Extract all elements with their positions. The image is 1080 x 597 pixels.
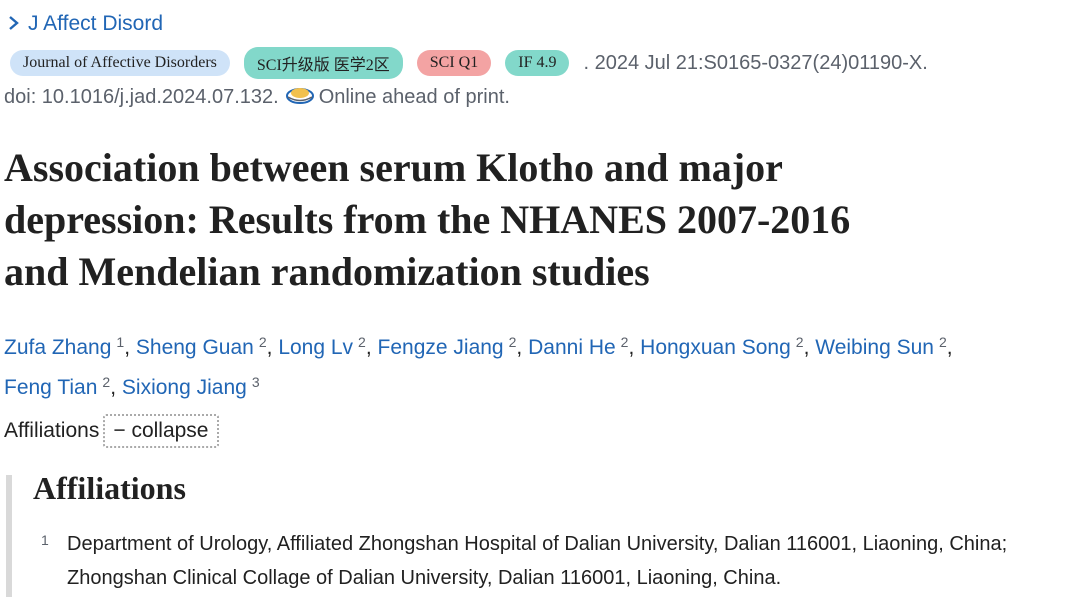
affiliations-label: Affiliations [4, 419, 100, 442]
author-affiliation[interactable]: 2 [102, 374, 111, 390]
chevron-icon [9, 16, 19, 30]
badge: SCI升级版 医学2区 [243, 47, 403, 79]
affiliations-border [6, 475, 12, 597]
author-name[interactable]: Hongxuan Song [640, 336, 791, 359]
author-name[interactable]: Sheng Guan [135, 336, 254, 359]
author-affiliation[interactable]: 2 [508, 334, 517, 350]
author-name[interactable]: Weibing Sun [815, 336, 934, 359]
publication-status: Online ahead of print. [318, 86, 510, 108]
journal-link[interactable]: J Affect Disord [28, 12, 164, 35]
journal-row: J Affect Disord [8, 12, 163, 36]
doi-row: doi: 10.1016/j.jad.2024.07.132. Online ah… [4, 85, 510, 109]
title-line: depression: Results from the NHANES 2007… [4, 197, 851, 242]
citation: . 2024 Jul 21:S0165-0327(24)01190-X. [583, 51, 928, 74]
author-affiliation[interactable]: 2 [795, 334, 804, 350]
author-separator: , [110, 376, 117, 399]
author-affiliation[interactable]: 2 [358, 334, 366, 350]
author: Hongxuan Song 2, [640, 334, 810, 359]
author-name[interactable]: Long Lv [278, 336, 354, 359]
title-line: Association between serum Klotho and maj… [4, 145, 783, 190]
author-separator: , [516, 336, 523, 359]
author: Zufa Zhang 1, [4, 334, 131, 359]
author-separator: , [628, 336, 635, 359]
affiliations-heading: Affiliations [33, 470, 186, 506]
author: Sheng Guan 2, [135, 334, 273, 359]
author-affiliation[interactable]: 1 [116, 334, 125, 350]
article-title: Association between serum Klotho and maj… [4, 142, 850, 298]
badge: SCI Q1 [416, 50, 492, 76]
author-affiliation[interactable]: 3 [251, 374, 260, 390]
author-separator: , [365, 336, 372, 359]
title-line: and Mendelian randomization studies [4, 249, 650, 294]
author: Sixiong Jiang 3 [121, 374, 260, 399]
affiliation-text: Department of Urology, Affiliated Zhongs… [67, 533, 1008, 589]
badge-row: Journal of Affective Disorders SCI升级版 医学2… [10, 47, 928, 79]
author: Weibing Sun 2, [815, 334, 953, 359]
author-affiliation[interactable]: 2 [938, 334, 947, 350]
author: Long Lv 2, [278, 334, 372, 359]
author-affiliation[interactable]: 2 [258, 334, 267, 350]
author-list: Zufa Zhang 1, Sheng Guan 2, Long Lv 2, Feng… [4, 325, 1004, 405]
author-separator: , [266, 336, 273, 359]
author-name[interactable]: Sixiong Jiang [121, 376, 247, 399]
author-affiliation[interactable]: 2 [620, 334, 629, 350]
status-icon [285, 88, 314, 104]
affiliation-number: 1 [41, 532, 49, 548]
collapse-button[interactable]: − collapse [103, 414, 219, 448]
badge: IF 4.9 [505, 50, 570, 76]
badge: Journal of Affective Disorders [10, 50, 230, 76]
author-separator: , [124, 336, 131, 359]
author-separator: , [946, 336, 953, 359]
author: Danni He 2, [528, 334, 635, 359]
author: Feng Tian 2, [4, 374, 117, 399]
author: Fengze Jiang 2, [377, 334, 523, 359]
author-separator: , [803, 336, 810, 359]
author-name[interactable]: Danni He [528, 336, 616, 359]
doi: doi: 10.1016/j.jad.2024.07.132. [4, 86, 279, 108]
affiliations-toggle-row: Affiliations − collapse [4, 414, 219, 448]
author-name[interactable]: Feng Tian [4, 376, 98, 399]
author-name[interactable]: Zufa Zhang [4, 336, 112, 359]
author-name[interactable]: Fengze Jiang [377, 336, 504, 359]
